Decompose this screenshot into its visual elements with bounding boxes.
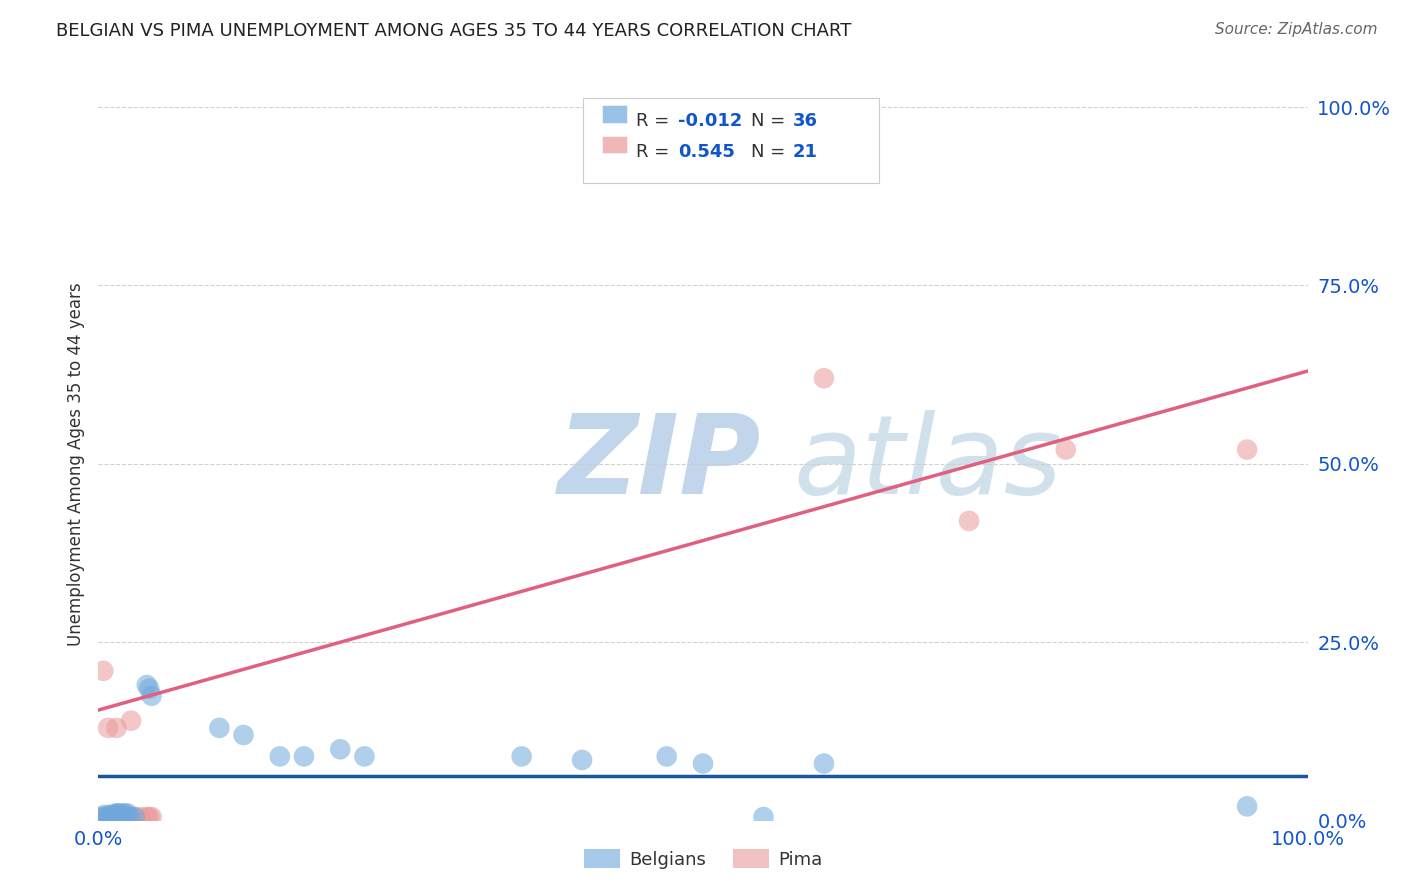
Text: Source: ZipAtlas.com: Source: ZipAtlas.com: [1215, 22, 1378, 37]
Point: [114, 810, 136, 824]
Point: [117, 806, 139, 821]
Point: [135, 810, 157, 824]
Point: [141, 810, 163, 824]
Point: [118, 810, 141, 824]
Point: [1054, 442, 1077, 457]
Point: [813, 371, 835, 385]
Point: [97, 810, 120, 824]
Point: [93, 810, 115, 824]
Text: atlas: atlas: [793, 410, 1063, 517]
Point: [1236, 799, 1258, 814]
Point: [108, 810, 131, 824]
Point: [138, 810, 160, 824]
Text: ZIP: ZIP: [558, 410, 762, 517]
Point: [114, 806, 136, 821]
Point: [124, 810, 146, 824]
Point: [91, 664, 114, 678]
Point: [111, 806, 134, 821]
Point: [353, 749, 375, 764]
Point: [108, 806, 131, 821]
Y-axis label: Unemployment Among Ages 35 to 44 years: Unemployment Among Ages 35 to 44 years: [66, 282, 84, 646]
Point: [120, 714, 142, 728]
Point: [292, 749, 315, 764]
Text: R =: R =: [636, 112, 675, 130]
Point: [108, 810, 131, 824]
Point: [208, 721, 231, 735]
Point: [269, 749, 291, 764]
Point: [571, 753, 593, 767]
Text: -0.012: -0.012: [678, 112, 742, 130]
Point: [111, 810, 134, 824]
Point: [107, 806, 129, 821]
Point: [91, 810, 114, 824]
Point: [1236, 442, 1258, 457]
Point: [105, 808, 128, 822]
Point: [813, 756, 835, 771]
Point: [232, 728, 254, 742]
Point: [105, 721, 128, 735]
Text: 36: 36: [793, 112, 818, 130]
Point: [118, 810, 141, 824]
Point: [98, 808, 121, 822]
Point: [110, 810, 132, 824]
Point: [510, 749, 533, 764]
Point: [129, 810, 152, 824]
Point: [100, 810, 122, 824]
Point: [93, 808, 115, 822]
Text: 21: 21: [793, 143, 818, 161]
Text: BELGIAN VS PIMA UNEMPLOYMENT AMONG AGES 35 TO 44 YEARS CORRELATION CHART: BELGIAN VS PIMA UNEMPLOYMENT AMONG AGES …: [56, 22, 852, 40]
Point: [103, 810, 125, 824]
Point: [752, 810, 775, 824]
Text: N =: N =: [751, 112, 790, 130]
Point: [141, 689, 163, 703]
Point: [692, 756, 714, 771]
Point: [957, 514, 980, 528]
Point: [96, 810, 118, 824]
Point: [103, 810, 125, 824]
Point: [655, 749, 678, 764]
Text: N =: N =: [751, 143, 790, 161]
Point: [100, 810, 122, 824]
Point: [329, 742, 352, 756]
Text: 0.545: 0.545: [678, 143, 734, 161]
Text: R =: R =: [636, 143, 675, 161]
Point: [101, 808, 124, 822]
Point: [97, 721, 120, 735]
Legend: Belgians, Pima: Belgians, Pima: [576, 842, 830, 876]
Point: [124, 810, 146, 824]
Point: [91, 810, 114, 824]
Point: [138, 681, 160, 696]
Point: [135, 678, 157, 692]
Point: [104, 806, 127, 821]
Point: [100, 810, 122, 824]
